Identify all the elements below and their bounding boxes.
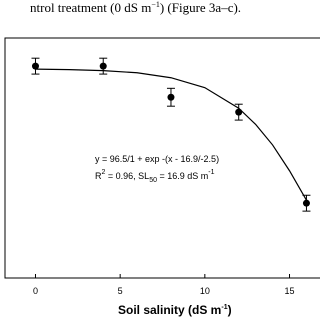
text-part: = 16.9 dS m: [157, 171, 208, 181]
caption-sup: −1: [151, 0, 160, 9]
data-point: [167, 93, 175, 101]
script-text: 2: [102, 169, 106, 176]
text-part: ): [228, 303, 232, 317]
annotation: R2 = 0.96, SL50 = 16.9 dS m-1: [95, 169, 215, 184]
caption-text: ntrol treatment (0 dS m: [30, 0, 151, 15]
script-text: 50: [149, 177, 157, 184]
text-part: y = 96.5/1 + exp -(x - 16.9/-2.5): [95, 154, 219, 164]
text-part: = 0.96, SL: [105, 171, 149, 181]
caption-text: ) (Figure 3a–c).: [160, 0, 241, 15]
plot-frame: [4, 37, 320, 279]
annotation: y = 96.5/1 + exp -(x - 16.9/-2.5): [95, 154, 219, 164]
x-tick-label: 5: [118, 286, 123, 296]
data-point: [31, 62, 39, 70]
text-part: R: [95, 171, 102, 181]
script-text: -1: [221, 304, 227, 311]
text-part: Soil salinity (dS m: [118, 303, 221, 317]
x-tick-label: 0: [33, 286, 38, 296]
x-tick-label: 15: [285, 286, 295, 296]
x-axis-label: Soil salinity (dS m-1): [118, 303, 232, 317]
fit-line: [35, 68, 307, 201]
data-point: [99, 62, 107, 70]
caption: ntrol treatment (0 dS m−1) (Figure 3a–c)…: [30, 0, 241, 15]
data-point: [302, 199, 310, 207]
x-tick-label: 10: [200, 286, 210, 296]
script-text: -1: [208, 169, 214, 176]
